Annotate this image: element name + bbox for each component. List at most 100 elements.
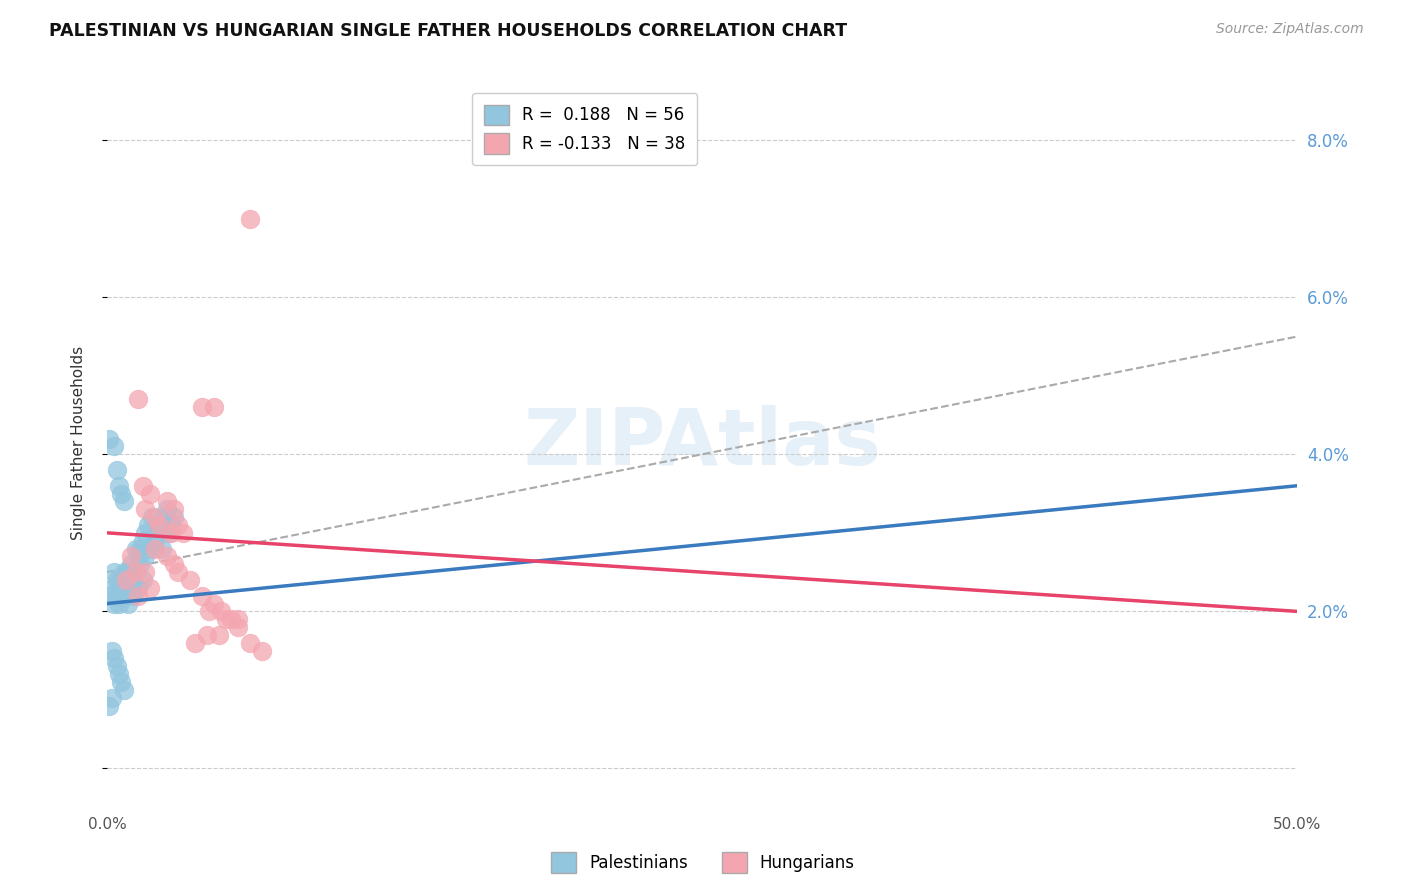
Point xyxy=(122,573,145,587)
Point xyxy=(110,589,132,603)
Point xyxy=(179,573,201,587)
Point xyxy=(110,486,132,500)
Point xyxy=(108,597,131,611)
Point xyxy=(115,573,138,587)
Point xyxy=(139,541,162,556)
Point xyxy=(143,533,166,548)
Point xyxy=(155,502,177,516)
Point xyxy=(108,667,131,681)
Point xyxy=(134,549,156,564)
Point xyxy=(226,620,249,634)
Point xyxy=(163,502,186,516)
Point xyxy=(136,518,159,533)
Point xyxy=(191,401,214,415)
Point xyxy=(250,643,273,657)
Point xyxy=(167,565,190,579)
Point xyxy=(143,541,166,556)
Point xyxy=(239,211,262,226)
Point xyxy=(172,525,194,540)
Point xyxy=(103,565,125,579)
Point xyxy=(120,549,142,564)
Point xyxy=(160,518,183,533)
Point xyxy=(103,651,125,665)
Point xyxy=(134,525,156,540)
Point xyxy=(219,612,242,626)
Point xyxy=(155,494,177,508)
Point xyxy=(101,581,124,595)
Point xyxy=(191,589,214,603)
Point xyxy=(239,636,262,650)
Point xyxy=(198,604,221,618)
Legend: Palestinians, Hungarians: Palestinians, Hungarians xyxy=(544,846,862,880)
Point xyxy=(112,494,135,508)
Point xyxy=(103,440,125,454)
Text: Source: ZipAtlas.com: Source: ZipAtlas.com xyxy=(1216,22,1364,37)
Point xyxy=(143,510,166,524)
Point xyxy=(122,589,145,603)
Point xyxy=(127,589,149,603)
Point xyxy=(112,682,135,697)
Point xyxy=(120,581,142,595)
Point xyxy=(134,565,156,579)
Point xyxy=(148,518,170,533)
Point xyxy=(127,581,149,595)
Point xyxy=(127,392,149,407)
Point xyxy=(155,549,177,564)
Point xyxy=(101,690,124,705)
Legend: R =  0.188   N = 56, R = -0.133   N = 38: R = 0.188 N = 56, R = -0.133 N = 38 xyxy=(472,93,697,165)
Point xyxy=(226,612,249,626)
Text: PALESTINIAN VS HUNGARIAN SINGLE FATHER HOUSEHOLDS CORRELATION CHART: PALESTINIAN VS HUNGARIAN SINGLE FATHER H… xyxy=(49,22,848,40)
Point xyxy=(157,525,180,540)
Point xyxy=(141,510,163,524)
Point xyxy=(132,479,155,493)
Point xyxy=(117,565,139,579)
Point xyxy=(108,581,131,595)
Point xyxy=(120,558,142,572)
Point xyxy=(112,565,135,579)
Point xyxy=(108,479,131,493)
Point xyxy=(103,597,125,611)
Point xyxy=(139,486,162,500)
Point xyxy=(215,612,238,626)
Y-axis label: Single Father Households: Single Father Households xyxy=(72,345,86,540)
Point xyxy=(127,549,149,564)
Point xyxy=(124,541,146,556)
Point xyxy=(202,401,225,415)
Point xyxy=(124,565,146,579)
Point xyxy=(98,432,121,446)
Point xyxy=(98,698,121,713)
Text: ZIPAtlas: ZIPAtlas xyxy=(523,405,882,481)
Point xyxy=(105,659,128,673)
Point xyxy=(129,558,152,572)
Point xyxy=(209,604,232,618)
Point xyxy=(101,643,124,657)
Point xyxy=(150,541,173,556)
Point xyxy=(202,597,225,611)
Point xyxy=(105,573,128,587)
Point xyxy=(208,628,231,642)
Point xyxy=(98,589,121,603)
Point xyxy=(184,636,207,650)
Point xyxy=(163,510,186,524)
Point xyxy=(110,573,132,587)
Point xyxy=(105,589,128,603)
Point xyxy=(146,525,169,540)
Point xyxy=(139,581,162,595)
Point xyxy=(167,518,190,533)
Point xyxy=(110,675,132,690)
Point xyxy=(132,573,155,587)
Point xyxy=(124,565,146,579)
Point xyxy=(148,518,170,533)
Point xyxy=(195,628,218,642)
Point xyxy=(129,541,152,556)
Point xyxy=(117,597,139,611)
Point xyxy=(160,525,183,540)
Point xyxy=(115,573,138,587)
Point xyxy=(132,533,155,548)
Point xyxy=(134,502,156,516)
Point xyxy=(163,558,186,572)
Point xyxy=(105,463,128,477)
Point xyxy=(112,581,135,595)
Point xyxy=(153,510,176,524)
Point xyxy=(115,589,138,603)
